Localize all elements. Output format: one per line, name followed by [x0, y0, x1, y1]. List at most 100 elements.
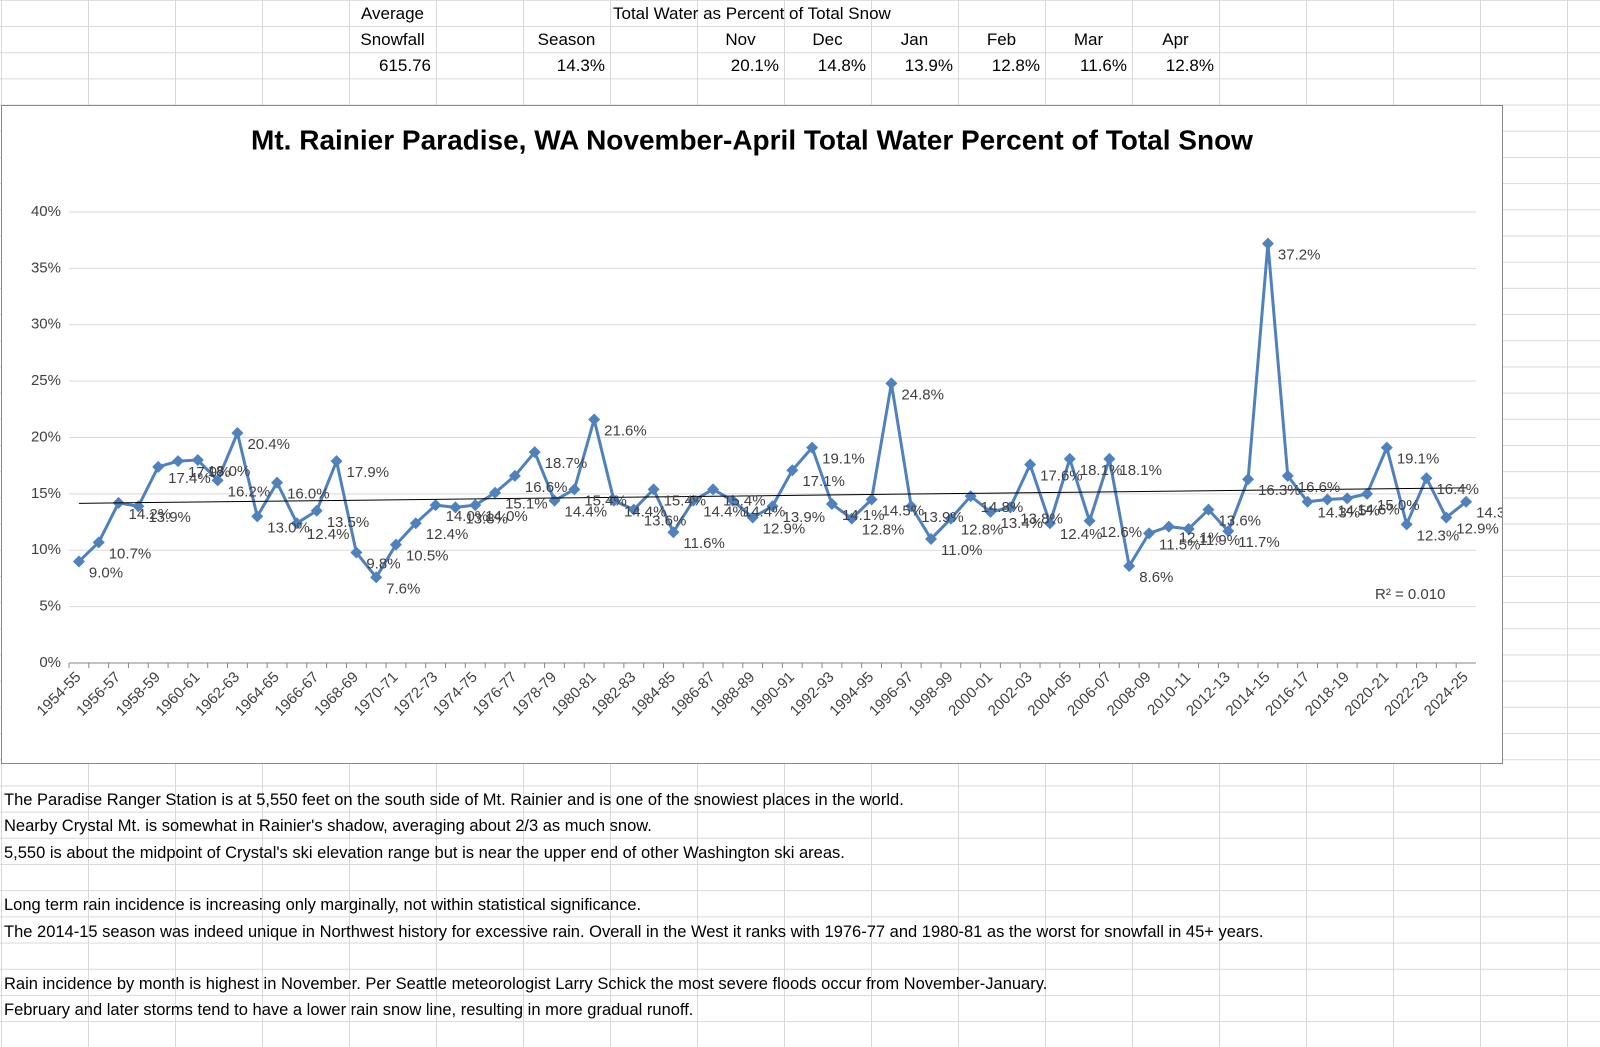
data-label: 9.0%: [89, 564, 123, 581]
data-label: 13.5%: [327, 514, 370, 531]
data-label: 12.3%: [1417, 527, 1460, 544]
marker: [1004, 501, 1017, 514]
data-label: 11.7%: [1238, 534, 1279, 551]
y-tick-label: 10%: [31, 541, 61, 558]
data-label: 18.0%: [208, 463, 251, 480]
column-header: Apr: [1162, 30, 1189, 49]
data-label: 14.6%: [1357, 501, 1400, 518]
data-label: 14.5%: [882, 502, 925, 519]
data-label: 15.1%: [505, 496, 548, 513]
marker: [1341, 492, 1354, 505]
data-label: 14.1%: [842, 507, 885, 524]
data-label: 16.3%: [1258, 482, 1301, 499]
marker: [806, 441, 819, 454]
cell-text: Total Water as Percent of Total Snow: [613, 4, 891, 23]
data-label: 15.0%: [1377, 497, 1420, 514]
marker: [528, 446, 541, 459]
data-label: 10.5%: [406, 548, 449, 565]
data-label: 13.9%: [148, 509, 191, 526]
data-label: 15.4%: [584, 492, 627, 509]
marker: [548, 494, 561, 507]
cell-value: 13.9%: [904, 56, 953, 75]
marker: [1083, 514, 1096, 527]
marker: [568, 483, 581, 496]
cell-value: 14.8%: [817, 56, 866, 75]
marker: [231, 426, 244, 439]
data-label: 17.9%: [188, 464, 231, 481]
data-label: 12.6%: [1100, 524, 1143, 541]
data-label: 12.4%: [1060, 526, 1103, 543]
data-label: 18.1%: [1119, 462, 1162, 479]
cell-value: 12.8%: [1165, 56, 1214, 75]
marker: [1361, 487, 1374, 500]
marker: [449, 501, 462, 514]
note-text: Nearby Crystal Mt. is somewhat in Rainie…: [4, 817, 652, 835]
y-tick-label: 25%: [31, 372, 61, 389]
marker: [171, 455, 184, 468]
cell-value: 12.8%: [991, 56, 1040, 75]
data-label: 12.8%: [862, 522, 905, 539]
data-label: 13.0%: [267, 519, 310, 536]
data-label: 17.9%: [347, 464, 390, 481]
marker: [786, 464, 799, 477]
data-label: 16.4%: [1436, 481, 1479, 498]
marker: [1301, 495, 1314, 508]
marker: [290, 517, 303, 530]
cell-value: 11.6%: [1080, 56, 1127, 75]
data-label: 9.8%: [366, 555, 400, 572]
x-tick-label: 2008-09: [1104, 669, 1155, 720]
data-label: 11.6%: [683, 535, 724, 552]
column-header: Nov: [725, 30, 756, 49]
marker: [687, 494, 700, 507]
data-label: 19.1%: [822, 451, 865, 468]
data-label: 14.4%: [743, 504, 786, 521]
marker: [667, 526, 680, 539]
marker: [1440, 511, 1453, 524]
data-label: 19.1%: [1397, 451, 1440, 468]
note-text: 5,550 is about the midpoint of Crystal's…: [4, 844, 845, 862]
marker: [845, 512, 858, 525]
data-label: 24.8%: [901, 386, 944, 403]
data-label: 12.1%: [1179, 530, 1222, 547]
data-label: 14.0%: [446, 508, 489, 525]
marker: [588, 413, 601, 426]
data-label: 13.9%: [783, 509, 826, 526]
data-label: 13.4%: [1000, 515, 1043, 532]
data-label: 17.6%: [1040, 468, 1083, 485]
data-label: 8.6%: [1139, 569, 1173, 586]
data-label: 11.0%: [941, 542, 982, 559]
data-label: 12.9%: [763, 521, 806, 538]
marker: [825, 498, 838, 511]
column-header: Feb: [986, 30, 1017, 49]
marker: [1123, 560, 1136, 573]
data-label: 16.0%: [287, 486, 330, 503]
marker: [1162, 520, 1175, 533]
marker: [726, 494, 739, 507]
data-label: 14.0%: [485, 508, 528, 525]
cell-text: Average: [360, 4, 424, 23]
data-label: 14.3%: [1476, 505, 1502, 522]
marker: [1242, 473, 1255, 486]
marker: [1460, 495, 1473, 508]
y-tick-label: 15%: [31, 485, 61, 502]
marker: [905, 500, 918, 513]
marker: [1143, 527, 1156, 540]
marker: [1321, 493, 1334, 506]
cell-value: 20.1%: [730, 56, 779, 75]
data-label: 14.2%: [129, 506, 172, 523]
marker: [92, 536, 105, 549]
data-label: 15.4%: [723, 492, 766, 509]
marker: [1103, 452, 1116, 465]
marker: [746, 511, 759, 524]
data-label: 14.8%: [981, 499, 1024, 516]
y-tick-label: 35%: [31, 259, 61, 276]
marker: [925, 532, 938, 545]
column-header: Dec: [812, 30, 843, 49]
marker: [132, 500, 145, 513]
marker: [409, 517, 422, 530]
column-header: Mar: [1073, 30, 1104, 49]
marker: [865, 493, 878, 506]
note-text: Rain incidence by month is highest in No…: [4, 975, 1048, 993]
chart: Mt. Rainier Paradise, WA November-April …: [31, 124, 1519, 720]
y-tick-label: 40%: [31, 203, 61, 220]
